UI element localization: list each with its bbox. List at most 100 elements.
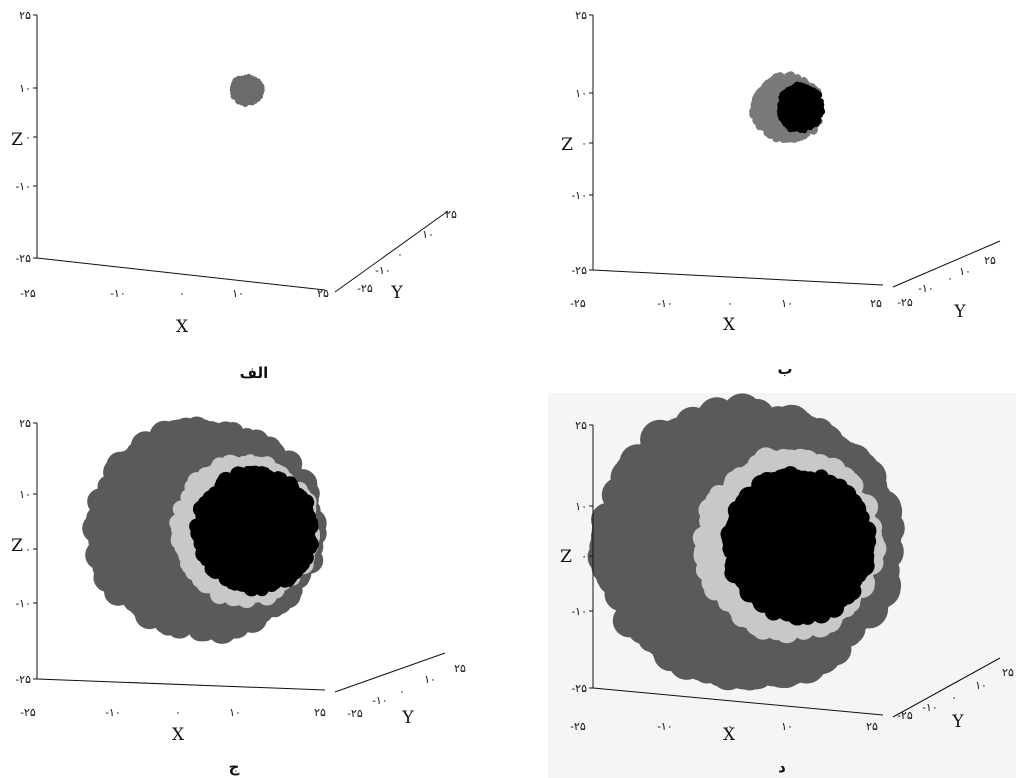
y-tick-label: ۲۵ xyxy=(1002,666,1014,679)
panel-background xyxy=(0,0,508,389)
z-axis-title: Z xyxy=(560,547,572,567)
x-tick-label: ۱۰ xyxy=(781,297,793,310)
data-point xyxy=(303,518,319,535)
z-tick-label: -۲۵ xyxy=(571,682,587,695)
y-axis-title: Y xyxy=(390,283,403,303)
y-tick-label: -۱۰ xyxy=(922,701,938,714)
z-tick-label: -۱۰ xyxy=(571,605,587,618)
y-axis-line xyxy=(334,210,449,293)
panel-caption: د xyxy=(778,758,786,776)
y-axis-line xyxy=(334,652,446,693)
y-tick-label: ۱۰ xyxy=(422,228,434,241)
y-axis-title: Y xyxy=(951,712,964,732)
x-tick-label: ۱۰ xyxy=(232,287,244,300)
z-tick-label: ۲۵ xyxy=(19,9,31,22)
x-axis-line xyxy=(36,678,326,691)
x-tick-label: -۲۵ xyxy=(570,720,586,733)
y-tick-label: -۲۵ xyxy=(357,282,373,295)
panel-caption: ج xyxy=(229,758,240,776)
z-axis-title: Z xyxy=(11,536,23,556)
x-tick-label: ۰ xyxy=(727,720,733,733)
x-tick-label: -۲۵ xyxy=(570,297,586,310)
z-tick-label: ۰ xyxy=(581,550,587,563)
z-axis-title: Z xyxy=(561,135,573,155)
y-tick-label: ۰ xyxy=(397,248,403,261)
x-axis-line xyxy=(592,687,884,716)
x-tick-label: ۱۰ xyxy=(781,720,793,733)
y-tick-label: -۲۵ xyxy=(897,296,913,309)
x-tick-label: ۰ xyxy=(175,706,181,719)
z-tick-label: ۲۵ xyxy=(575,9,587,22)
chart-panel-3: -۲۵ -۱۰ ۰ ۱۰ ۲۵ -۲۵ -۱۰ ۰ ۱۰ ۲۵ -۲۵ -۱۰ ۰ ۱۰ ۲۵ X Y Z ج xyxy=(0,389,508,778)
y-axis-title: Y xyxy=(953,302,966,322)
x-tick-label: -۲۵ xyxy=(20,287,36,300)
z-tick-label: ۰ xyxy=(581,137,587,150)
z-tick-label: -۲۵ xyxy=(15,252,31,265)
x-axis-title: X xyxy=(723,315,736,335)
x-tick-label: -۲۵ xyxy=(20,706,36,719)
y-tick-label: ۲۵ xyxy=(445,208,457,221)
y-tick-label: ۲۵ xyxy=(454,662,466,675)
z-tick-label: -۱۰ xyxy=(15,597,31,610)
axes: -۲۵ -۱۰ ۰ ۱۰ ۲۵ -۲۵ -۱۰ ۰ ۱۰ ۲۵ -۲۵ -۱۰ ۰ ۱۰ ۲۵ X Y Z xyxy=(560,419,1014,745)
z-tick-label: ۰ xyxy=(25,131,31,144)
x-tick-label: ۲۵ xyxy=(314,706,326,719)
y-tick-label: -۱۰ xyxy=(375,264,391,277)
y-axis-line xyxy=(892,657,1001,718)
x-tick-label: -۱۰ xyxy=(110,287,126,300)
y-axis-title: Y xyxy=(401,708,414,728)
chart-panel-2: -۲۵ -۱۰ ۰ ۱۰ ۲۵ -۲۵ -۱۰ ۰ ۱۰ ۲۵ -۲۵ -۱۰ ۰ ۱۰ ۲۵ X Y Z ب xyxy=(508,0,1016,389)
cluster-region-3 xyxy=(189,465,319,597)
x-tick-label: ۲۵ xyxy=(870,297,882,310)
x-axis-line xyxy=(592,269,884,286)
y-tick-label: ۱۰ xyxy=(975,679,987,692)
x-axis-title: X xyxy=(172,725,185,745)
x-axis-line xyxy=(36,257,326,291)
z-tick-label: ۲۵ xyxy=(19,417,31,430)
data-point xyxy=(817,101,825,108)
z-tick-label: ۰ xyxy=(25,543,31,556)
z-tick-label: -۱۰ xyxy=(571,189,587,202)
y-tick-label: ۱۰ xyxy=(959,265,971,278)
cluster-region-1 xyxy=(229,73,265,107)
x-tick-label: ۲۵ xyxy=(317,287,329,300)
z-tick-label: -۲۵ xyxy=(571,264,587,277)
x-tick-label: ۱۰ xyxy=(229,706,241,719)
cluster-region-1 xyxy=(749,71,825,144)
x-tick-label: ۰ xyxy=(727,297,733,310)
x-tick-label: ۲۵ xyxy=(866,720,878,733)
cluster-region-3 xyxy=(720,466,877,626)
panel-caption: الف xyxy=(240,364,269,382)
z-tick-label: -۲۵ xyxy=(15,673,31,686)
y-tick-label: -۲۵ xyxy=(897,709,913,722)
x-tick-label: ۰ xyxy=(179,287,185,300)
z-tick-label: ۱۰ xyxy=(575,87,587,100)
x-axis-title: X xyxy=(176,317,189,337)
panel-caption: ب xyxy=(777,360,792,378)
x-tick-label: -۱۰ xyxy=(657,720,673,733)
chart-panel-4: -۲۵ -۱۰ ۰ ۱۰ ۲۵ -۲۵ -۱۰ ۰ ۱۰ ۲۵ -۲۵ -۱۰ ۰ ۱۰ ۲۵ X Y Z د xyxy=(548,393,1016,778)
y-tick-label: -۱۰ xyxy=(918,282,934,295)
cluster-core xyxy=(201,475,309,585)
z-tick-label: ۱۰ xyxy=(575,500,587,513)
z-axis-title: Z xyxy=(11,130,23,150)
y-tick-label: ۰ xyxy=(947,272,953,285)
z-tick-label: ۲۵ xyxy=(575,419,587,432)
cluster-core xyxy=(780,87,822,129)
z-tick-label: ۱۰ xyxy=(19,82,31,95)
x-tick-label: -۱۰ xyxy=(105,706,121,719)
y-tick-label: ۰ xyxy=(951,691,957,704)
y-tick-label: ۱۰ xyxy=(424,673,436,686)
data-point xyxy=(857,532,877,551)
z-tick-label: ۱۰ xyxy=(19,488,31,501)
y-tick-label: -۱۰ xyxy=(372,694,388,707)
cluster-core xyxy=(233,77,261,103)
x-axis-title: X xyxy=(723,725,736,745)
y-axis-line xyxy=(892,240,1001,288)
data-point xyxy=(256,83,265,91)
